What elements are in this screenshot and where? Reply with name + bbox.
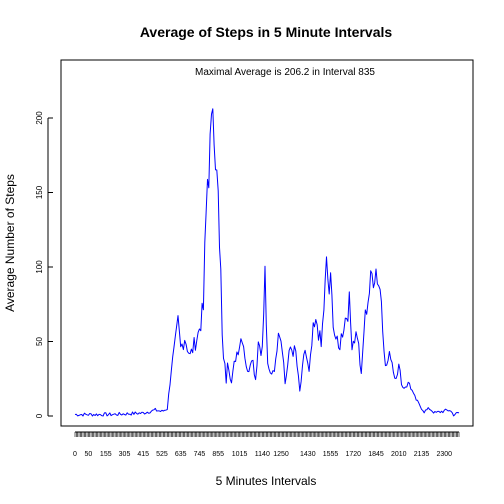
y-tick-label: 50: [35, 337, 44, 346]
x-tick-label: 635: [175, 451, 187, 458]
x-tick-label: 415: [137, 451, 149, 458]
x-tick-label: 745: [194, 451, 206, 458]
x-tick-label: 2135: [414, 451, 430, 458]
y-tick-label: 100: [35, 260, 44, 274]
x-axis-label: 5 Minutes Intervals: [216, 474, 317, 488]
y-tick-label: 200: [35, 111, 44, 125]
x-tick-label: 155: [100, 451, 112, 458]
y-tick-label: 0: [35, 413, 44, 418]
x-tick-label: 1555: [323, 451, 339, 458]
x-tick-label: 1140: [255, 451, 270, 458]
x-tick-label: 1015: [232, 451, 248, 458]
x-tick-label: 525: [156, 451, 168, 458]
plot-frame: [61, 60, 473, 426]
y-axis-label: Average Number of Steps: [3, 174, 17, 312]
x-tick-label: 0: [73, 451, 77, 458]
max-average-annotation: Maximal Average is 206.2 in Interval 835: [195, 67, 375, 78]
average-steps-line: [75, 109, 459, 416]
x-axis: 0 50 155 305 415 525 635 745 855 1015 1140 1250 1430…: [73, 432, 459, 458]
x-tick-label: 50: [84, 451, 92, 458]
x-tick-label: 1250: [273, 451, 289, 458]
chart-title: Average of Steps in 5 Minute Intervals: [140, 24, 393, 40]
x-tick-label: 305: [119, 451, 131, 458]
x-tick-label: 2300: [436, 451, 452, 458]
x-tick-label: 2010: [391, 451, 407, 458]
x-tick-label: 1430: [300, 451, 316, 458]
x-tick-label: 1845: [368, 451, 384, 458]
y-axis: 0 50 100 150 200: [35, 111, 53, 418]
x-tick-label: 1720: [346, 451, 362, 458]
y-tick-label: 150: [35, 185, 44, 199]
x-tick-label: 855: [212, 451, 224, 458]
